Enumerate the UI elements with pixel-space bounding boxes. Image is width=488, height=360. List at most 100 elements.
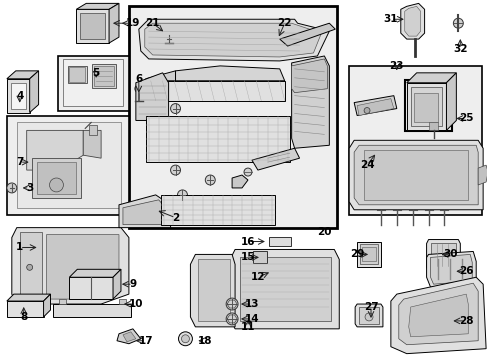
Polygon shape xyxy=(240,257,331,321)
Circle shape xyxy=(49,178,63,192)
Text: 22: 22 xyxy=(277,18,291,28)
Polygon shape xyxy=(122,200,165,225)
Text: 14: 14 xyxy=(244,314,259,324)
Polygon shape xyxy=(291,56,328,148)
Text: 4: 4 xyxy=(16,91,23,101)
Text: 10: 10 xyxy=(128,299,143,309)
Text: 9: 9 xyxy=(129,279,136,289)
Polygon shape xyxy=(69,277,113,299)
Polygon shape xyxy=(60,299,66,304)
Polygon shape xyxy=(12,228,129,304)
Polygon shape xyxy=(37,162,76,194)
Circle shape xyxy=(27,264,33,270)
Text: 8: 8 xyxy=(20,312,27,322)
Polygon shape xyxy=(80,13,105,39)
Polygon shape xyxy=(251,148,299,170)
Text: 20: 20 xyxy=(317,226,331,237)
Polygon shape xyxy=(63,59,122,105)
Polygon shape xyxy=(161,195,274,225)
Polygon shape xyxy=(361,247,375,261)
Polygon shape xyxy=(43,294,50,317)
Polygon shape xyxy=(68,66,87,83)
Polygon shape xyxy=(32,158,81,198)
Circle shape xyxy=(244,168,251,176)
Text: 16: 16 xyxy=(240,237,255,247)
Polygon shape xyxy=(92,64,116,88)
Circle shape xyxy=(170,104,180,113)
Polygon shape xyxy=(356,99,393,116)
Text: 25: 25 xyxy=(458,113,472,123)
Circle shape xyxy=(452,18,462,28)
Text: 5: 5 xyxy=(92,68,100,78)
Bar xyxy=(268,237,290,247)
Bar xyxy=(7,116,129,215)
Bar xyxy=(404,80,451,131)
Text: 31: 31 xyxy=(383,14,397,24)
Bar xyxy=(59,56,129,111)
Polygon shape xyxy=(139,19,328,61)
Polygon shape xyxy=(406,83,446,130)
Polygon shape xyxy=(109,3,119,43)
Polygon shape xyxy=(30,71,39,113)
Text: 18: 18 xyxy=(198,336,212,346)
Circle shape xyxy=(225,313,238,325)
Polygon shape xyxy=(358,307,378,324)
Polygon shape xyxy=(230,249,339,329)
Bar xyxy=(252,251,266,264)
Polygon shape xyxy=(46,235,119,299)
Bar xyxy=(129,6,337,228)
Polygon shape xyxy=(291,59,326,93)
Text: 11: 11 xyxy=(240,322,255,332)
Polygon shape xyxy=(426,251,475,287)
Polygon shape xyxy=(113,269,121,299)
Text: 2: 2 xyxy=(172,213,179,223)
Polygon shape xyxy=(175,66,284,81)
Text: 32: 32 xyxy=(452,44,467,54)
Polygon shape xyxy=(400,3,424,39)
Circle shape xyxy=(365,313,372,321)
Polygon shape xyxy=(11,83,26,109)
Polygon shape xyxy=(89,125,97,135)
Polygon shape xyxy=(69,67,85,82)
Polygon shape xyxy=(364,150,468,200)
Polygon shape xyxy=(359,244,377,264)
Circle shape xyxy=(364,108,369,113)
Polygon shape xyxy=(353,145,477,205)
Polygon shape xyxy=(122,332,136,342)
Circle shape xyxy=(7,183,17,193)
Circle shape xyxy=(170,165,180,175)
Text: 15: 15 xyxy=(240,252,255,262)
Text: 19: 19 xyxy=(125,18,140,28)
Text: 30: 30 xyxy=(442,249,457,260)
Polygon shape xyxy=(279,23,335,46)
Polygon shape xyxy=(83,130,101,158)
Circle shape xyxy=(164,35,172,43)
Polygon shape xyxy=(53,304,131,317)
Circle shape xyxy=(181,335,189,343)
Polygon shape xyxy=(76,9,109,43)
Polygon shape xyxy=(117,329,141,344)
Text: 27: 27 xyxy=(363,302,378,312)
Text: 29: 29 xyxy=(349,249,364,260)
Polygon shape xyxy=(410,87,442,126)
Text: 17: 17 xyxy=(138,336,153,346)
Text: 1: 1 xyxy=(16,243,23,252)
Polygon shape xyxy=(413,93,438,122)
Circle shape xyxy=(177,190,187,200)
Text: 6: 6 xyxy=(135,74,142,84)
Polygon shape xyxy=(69,269,121,277)
Polygon shape xyxy=(408,294,468,337)
Polygon shape xyxy=(398,283,477,345)
Polygon shape xyxy=(390,277,485,354)
Polygon shape xyxy=(7,301,43,317)
Polygon shape xyxy=(406,73,455,83)
Text: 26: 26 xyxy=(458,266,472,276)
Polygon shape xyxy=(145,116,289,162)
Text: 21: 21 xyxy=(145,18,160,28)
Polygon shape xyxy=(426,239,459,271)
Polygon shape xyxy=(404,6,420,36)
Polygon shape xyxy=(356,242,380,267)
Polygon shape xyxy=(190,255,235,327)
Polygon shape xyxy=(446,73,455,130)
Polygon shape xyxy=(17,122,121,208)
